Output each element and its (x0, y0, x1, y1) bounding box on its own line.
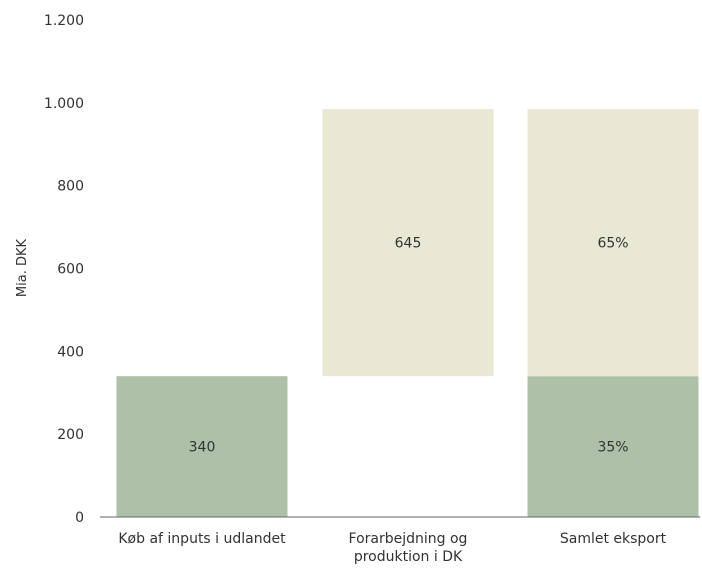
bar-data-label: 645 (395, 236, 422, 252)
bar-data-label: 340 (189, 440, 216, 456)
bars: 340 645 35% 65% (116, 109, 699, 517)
y-tick-label: 400 (57, 344, 84, 360)
bar-segment (527, 109, 699, 377)
y-axis-ticks: 0 200 400 600 800 1.000 1.200 (44, 13, 84, 526)
y-tick-label: 0 (75, 510, 84, 526)
y-tick-label: 600 (57, 262, 84, 278)
y-tick-label: 1.000 (44, 96, 84, 112)
bar-segment (322, 109, 494, 377)
y-tick-label: 800 (57, 179, 84, 195)
bar-data-label: 35% (597, 440, 628, 456)
bar-segment (527, 376, 699, 517)
y-tick-label: 1.200 (44, 13, 84, 29)
y-axis-label: Mia. DKK (15, 238, 30, 297)
x-category-label: Køb af inputs i udlandet (118, 531, 286, 547)
bar-data-label: 65% (597, 236, 628, 252)
x-category-label: Forarbejdning og produktion i DK (349, 531, 468, 565)
bar-segment (116, 376, 288, 517)
y-tick-label: 200 (57, 427, 84, 443)
x-category-label: Samlet eksport (560, 531, 667, 547)
x-axis-category-labels: Køb af inputs i udlandet Forarbejdning og… (118, 531, 666, 565)
